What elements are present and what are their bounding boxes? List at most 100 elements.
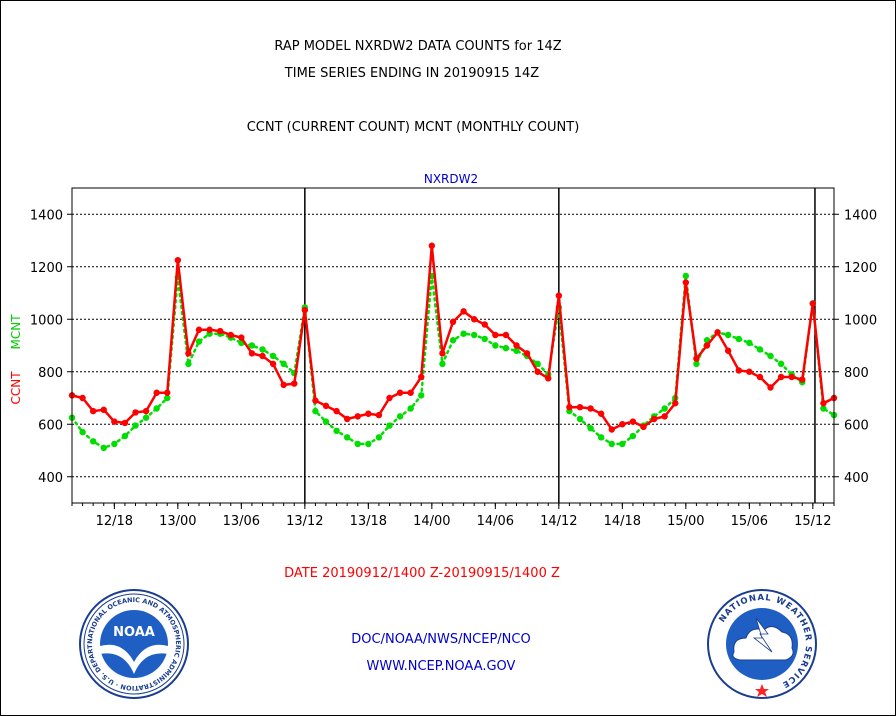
data-point-ccnt (396, 389, 404, 396)
y-label-ccnt: CCNT (9, 371, 23, 405)
nws-logo: NATIONAL WEATHER SERVICE (707, 589, 817, 699)
data-point-ccnt (121, 419, 129, 427)
data-point-ccnt (534, 368, 541, 375)
org-line: DOC/NOAA/NWS/NCEP/NCO (351, 632, 531, 647)
data-point-mcnt (449, 337, 457, 344)
data-point-mcnt (259, 346, 266, 353)
data-point-ccnt (185, 350, 192, 357)
x-tick-label: 14/18 (604, 514, 641, 529)
data-point-mcnt (619, 440, 626, 448)
data-point-ccnt (672, 400, 679, 407)
data-point-ccnt (481, 321, 488, 328)
data-point-mcnt (375, 434, 383, 441)
data-point-mcnt (756, 346, 764, 353)
x-tick-label: 13/06 (223, 514, 260, 529)
data-point-ccnt (523, 350, 531, 357)
x-tick-label: 14/06 (477, 514, 514, 529)
data-point-ccnt (312, 397, 319, 404)
y-tick-label: 1000 (30, 313, 63, 328)
data-point-ccnt (545, 375, 552, 382)
data-point-mcnt (576, 415, 584, 423)
y-label-mcnt: MCNT (9, 314, 23, 350)
data-point-mcnt (820, 405, 827, 412)
data-point-ccnt (629, 418, 637, 425)
data-point-ccnt (164, 389, 171, 396)
data-point-ccnt (259, 352, 266, 360)
data-point-ccnt (492, 331, 499, 339)
data-point-ccnt (619, 421, 626, 428)
data-point-mcnt (269, 352, 277, 360)
plot-title: NXRDW2 (424, 172, 478, 186)
data-point-mcnt (333, 427, 340, 435)
data-point-ccnt (449, 318, 457, 326)
data-point-mcnt (79, 428, 86, 436)
data-point-ccnt (735, 367, 742, 374)
data-point-ccnt (269, 360, 277, 368)
data-point-mcnt (735, 335, 742, 343)
data-point-mcnt (587, 424, 594, 432)
data-point-ccnt (809, 300, 817, 307)
data-point-mcnt (248, 342, 256, 349)
data-point-ccnt (788, 373, 795, 381)
data-point-ccnt (132, 409, 139, 416)
data-point-ccnt (386, 394, 393, 402)
y-tick-label: 600 (38, 418, 63, 433)
x-axis: 12/18 13/00 13/06 13/12 13/18 14/00 14/06 14/12… (71, 503, 835, 529)
data-point-mcnt (629, 432, 637, 440)
x-tick-label: 15/06 (731, 514, 768, 529)
data-point-ccnt (174, 256, 182, 264)
y-axis-left: 400 600 800 1000 1200 1400 (30, 208, 72, 486)
data-point-mcnt (460, 330, 467, 337)
date-range: DATE 20190912/1400 Z-20190915/1400 Z (284, 566, 560, 581)
data-point-ccnt (820, 400, 827, 407)
y-axis-right: 400 600 800 1000 1200 1400 (834, 208, 877, 486)
data-point-ccnt (206, 326, 213, 333)
data-point-mcnt (386, 422, 393, 429)
data-point-ccnt (576, 403, 584, 411)
x-tick-label: 15/12 (794, 514, 831, 529)
data-point-mcnt (439, 360, 446, 368)
x-tick-label: 14/12 (540, 514, 577, 529)
data-point-mcnt (89, 438, 97, 445)
data-point-ccnt (587, 405, 594, 412)
y-tick-label: 800 (844, 366, 869, 381)
data-point-mcnt (280, 360, 287, 368)
data-point-ccnt (142, 407, 150, 415)
data-point-ccnt (703, 342, 711, 349)
series-ccnt (68, 242, 838, 433)
data-point-ccnt (301, 306, 309, 314)
data-point-mcnt (132, 422, 139, 429)
data-point-ccnt (216, 327, 224, 335)
data-point-mcnt (777, 360, 785, 368)
y-tick-label: 800 (38, 366, 63, 381)
data-point-ccnt (333, 407, 340, 415)
data-point-ccnt (111, 418, 118, 425)
data-point-ccnt (767, 384, 774, 391)
data-point-ccnt (322, 402, 330, 410)
data-point-mcnt (164, 394, 171, 402)
data-point-mcnt (365, 440, 372, 448)
chart-title-line2: TIME SERIES ENDING IN 20190915 14Z (284, 66, 540, 81)
data-point-ccnt (153, 389, 160, 396)
data-point-mcnt (470, 331, 478, 339)
data-point-mcnt (153, 405, 160, 412)
data-point-mcnt (746, 339, 753, 347)
data-point-ccnt (238, 334, 245, 341)
data-point-mcnt (121, 432, 129, 440)
data-point-ccnt (100, 406, 107, 414)
y-tick-label: 400 (844, 471, 869, 486)
data-point-mcnt (534, 360, 541, 368)
data-point-mcnt (100, 444, 107, 452)
y-tick-label: 1000 (844, 313, 877, 328)
data-point-mcnt (312, 407, 319, 415)
data-point-ccnt (640, 423, 647, 431)
data-point-mcnt (195, 338, 203, 345)
data-point-ccnt (724, 347, 732, 354)
data-point-mcnt (767, 352, 774, 360)
data-point-mcnt (481, 335, 488, 343)
noaa-logo-text: NOAA (113, 625, 155, 640)
data-point-ccnt (470, 316, 478, 323)
chart-subtitle: CCNT (CURRENT COUNT) MCNT (MONTHLY COUNT… (246, 120, 580, 135)
data-point-mcnt (396, 413, 404, 420)
data-point-mcnt (597, 434, 605, 441)
